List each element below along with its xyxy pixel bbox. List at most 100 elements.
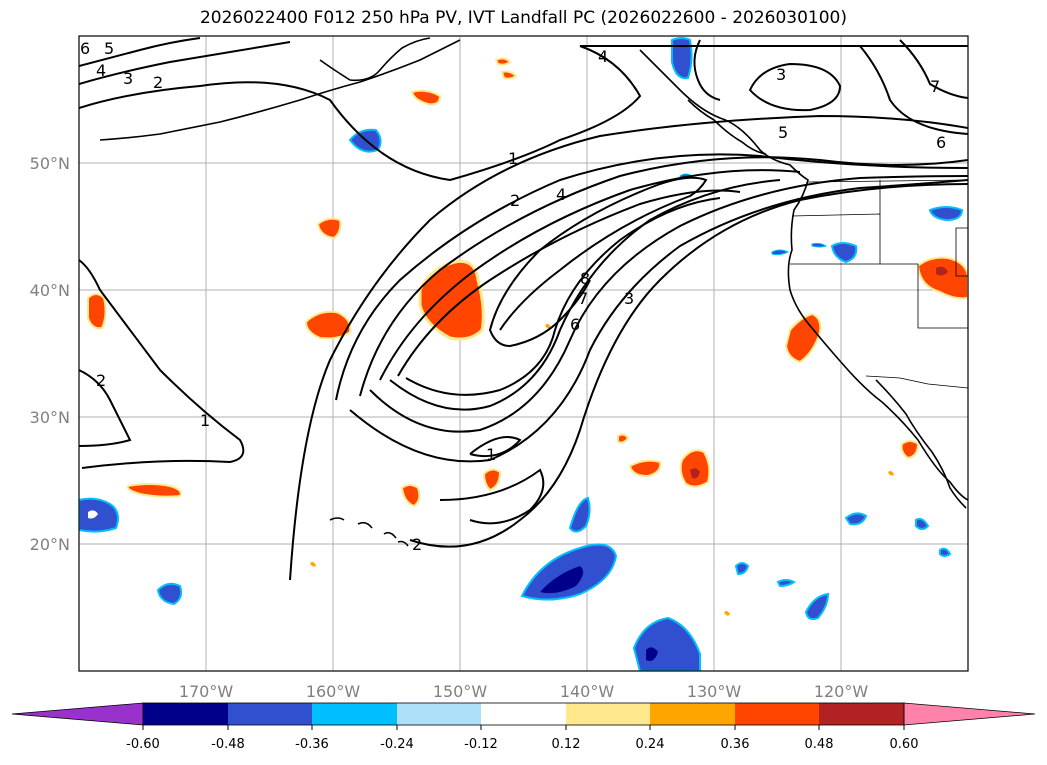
contour-line	[359, 156, 968, 397]
contour-label: 6	[570, 315, 580, 334]
pv-negative-blob	[156, 582, 183, 606]
colorbar-tick-label: -0.36	[295, 737, 329, 752]
contour-label: 1	[200, 411, 210, 430]
coastlines	[99, 37, 968, 547]
pv-positive-blob	[410, 89, 442, 106]
pv-negative-blob	[671, 37, 693, 80]
contour-line	[469, 436, 522, 458]
pv-positive-blob	[87, 293, 107, 330]
contour-line	[79, 45, 968, 182]
pv-positive-blob	[482, 468, 502, 492]
colorbar-segment	[650, 703, 735, 725]
pv-positive-blob	[916, 256, 968, 300]
map-title: 2026022400 F012 250 hPa PV, IVT Landfall…	[199, 8, 847, 28]
contour-line	[748, 62, 842, 112]
colorbar-tick-label: -0.24	[380, 737, 414, 752]
colorbar-segment	[735, 703, 819, 725]
pv-negative-blob	[830, 242, 858, 264]
contour-line	[859, 45, 968, 135]
contour-label: 3	[624, 289, 634, 308]
contour-label: 7	[578, 289, 588, 308]
aleutian-coastline	[319, 37, 431, 82]
pv-positive-blob	[316, 217, 342, 240]
contour-line	[335, 153, 968, 401]
pv-positive-blob	[304, 310, 352, 340]
pv-negative-blob	[771, 249, 790, 256]
contour-label: 2	[510, 191, 520, 210]
axis-labels: 170°W 160°W 150°W 140°W 130°W 120°W 20°N…	[30, 154, 869, 701]
colorbar-segment	[481, 703, 566, 725]
hawaii-islands	[329, 517, 409, 547]
contour-label: 1	[486, 445, 496, 464]
contour-line	[79, 37, 201, 67]
contour-line	[79, 41, 291, 85]
pv-negative-blob	[844, 512, 868, 526]
contour-label: 7	[930, 77, 940, 96]
lon-tick-label: 170°W	[179, 682, 234, 701]
lon-tick-label: 130°W	[687, 682, 742, 701]
lon-tick-label: 160°W	[306, 682, 361, 701]
contour-line	[405, 197, 721, 396]
colorbar-extend-low	[11, 702, 144, 726]
colorbar-outline	[142, 702, 905, 726]
pv-positive-blob	[545, 324, 551, 329]
contour-label: 2	[412, 535, 422, 554]
colorbar-segment	[819, 703, 904, 725]
colorbar-segment	[228, 703, 312, 725]
lat-tick-label: 30°N	[30, 408, 70, 427]
pv-negative-blob	[88, 510, 98, 519]
lat-tick-label: 40°N	[30, 281, 70, 300]
pv-negative-blob	[568, 496, 591, 533]
pv-negative-blob	[79, 497, 119, 533]
alaska-coastline	[99, 39, 461, 141]
lon-tick-label: 150°W	[433, 682, 488, 701]
contour-label: 3	[123, 69, 133, 88]
baja-peninsula-coastline	[875, 379, 967, 509]
colorbar-extend-high	[903, 702, 1036, 726]
contour-line	[389, 179, 781, 411]
contour-label: 8	[580, 269, 590, 288]
contour-line	[488, 176, 708, 348]
pv-negative-blob	[928, 206, 964, 222]
pv-positive-blob	[724, 611, 730, 616]
pv-positive-blob	[126, 483, 182, 498]
colorbar-segment	[312, 703, 397, 725]
colorbar-tick-label: -0.48	[211, 737, 245, 752]
colorbar-tick-label: -0.60	[126, 737, 160, 752]
contour-line	[379, 169, 801, 381]
pv-positive-blob	[494, 57, 512, 66]
colorbar-tick-label: 0.60	[890, 737, 919, 752]
pv-anomaly-fields	[79, 37, 968, 671]
contour-label: 6	[80, 39, 90, 58]
contour-line	[409, 183, 968, 548]
pv-negative-blob	[915, 517, 930, 530]
contour-labels: 6 5 4 3 2 4 3 1 2 4 8 7 6 3 1 2 1 2 5 6 …	[80, 39, 946, 554]
pv-positive-blob	[617, 433, 630, 444]
contour-label: 4	[556, 185, 566, 204]
pv-positive-blob	[690, 468, 700, 479]
contour-line	[79, 259, 245, 469]
contour-line	[899, 39, 968, 99]
pv-positive-blob	[784, 312, 822, 364]
lon-tick-label: 140°W	[560, 682, 615, 701]
pv-positive-blob	[628, 459, 662, 478]
lon-tick-label: 120°W	[814, 682, 869, 701]
pv-negative-blob	[540, 566, 584, 594]
us-canada-border	[807, 179, 968, 183]
pv-negative-blob	[804, 592, 830, 621]
state-borders	[790, 180, 968, 329]
contour-line	[349, 179, 968, 463]
map-background	[79, 36, 968, 671]
us-mexico-border	[865, 375, 968, 389]
colorbar-tick-label: 0.12	[552, 737, 581, 752]
colorbar: -0.60 -0.48 -0.36 -0.24 -0.12 0.12 0.24 …	[11, 702, 1036, 752]
contour-label: 2	[96, 371, 106, 390]
pv-negative-blob	[646, 647, 658, 661]
contour-label: 4	[598, 47, 608, 66]
pv-positive-blob	[400, 484, 421, 508]
pv-negative-blob	[734, 562, 750, 576]
colorbar-tick-label: 0.48	[805, 737, 834, 752]
lat-tick-label: 20°N	[30, 535, 70, 554]
contour-line	[397, 189, 741, 377]
pv-negative-blob	[811, 242, 828, 248]
